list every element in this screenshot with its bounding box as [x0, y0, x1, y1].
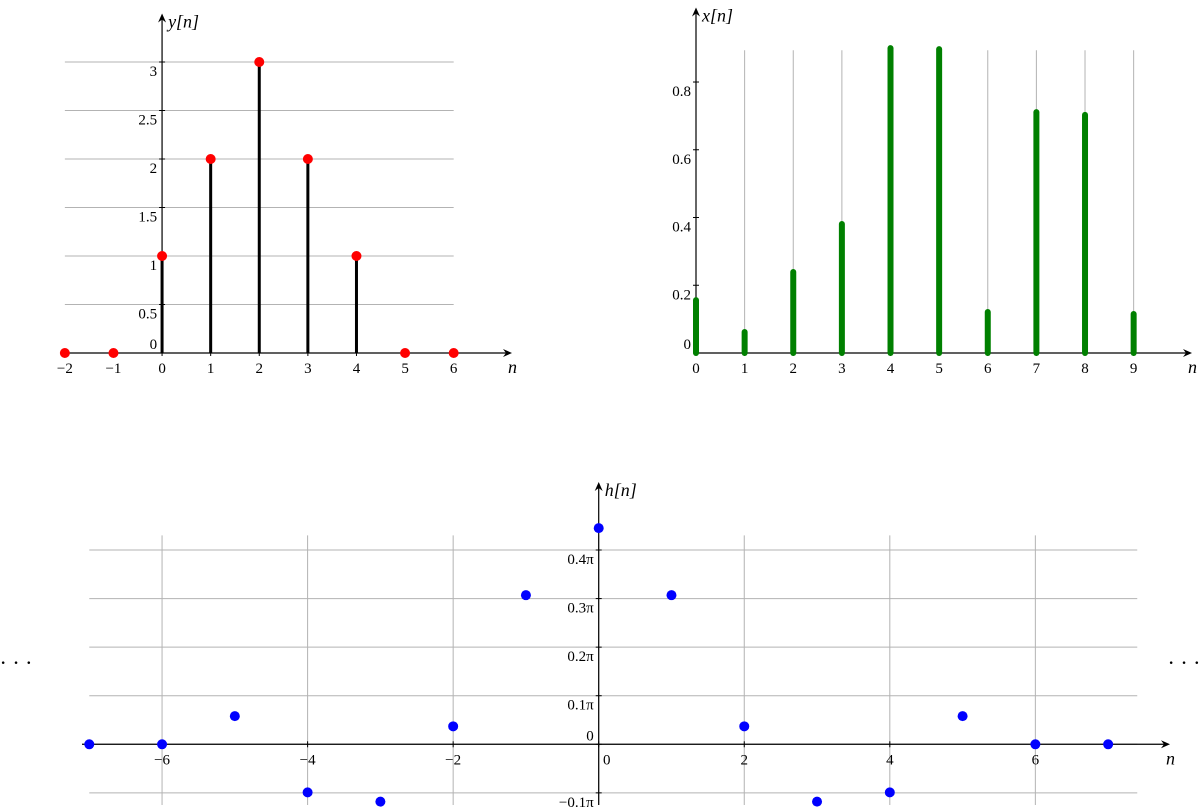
y-tick-label: 0.1π [567, 698, 594, 714]
x-tick-label: −1 [105, 361, 121, 377]
y-tick-label: 0.5 [138, 307, 157, 323]
point [1030, 739, 1041, 750]
y-tick-label: 0.3π [567, 601, 594, 617]
axis-arrow [594, 482, 603, 491]
x-tick-label: −2 [57, 361, 73, 377]
point [812, 796, 823, 807]
x-tick-label: 5 [401, 361, 409, 377]
y-tick-label: 0 [150, 337, 158, 353]
x-tick-label: 3 [838, 361, 846, 377]
axis-arrow [503, 349, 512, 357]
y-tick-label: 0.2 [672, 287, 691, 303]
x-tick-label: 4 [887, 361, 895, 377]
x-tick-label: 1 [207, 361, 215, 377]
y-axis-label: x[n] [701, 6, 733, 26]
x-axis-label: n [508, 357, 517, 377]
y-tick-label: 3 [150, 64, 158, 80]
y-tick-label: 0 [586, 728, 594, 744]
x-tick-label: 8 [1081, 361, 1089, 377]
x-tick-label: 9 [1130, 361, 1138, 377]
y-axis-label: y[n] [166, 12, 199, 32]
x-tick-label: 2 [256, 361, 264, 377]
stem-marker [59, 348, 70, 358]
stem-marker [205, 154, 216, 164]
point [520, 590, 531, 601]
y-tick-label: 0.4π [567, 552, 594, 568]
axis-arrow [1161, 740, 1170, 749]
x-tick-label: 0 [158, 361, 166, 377]
ellipsis: · · · [1168, 650, 1200, 675]
y-tick-label: 1.5 [138, 210, 157, 226]
stem-marker [400, 348, 411, 358]
x-tick-label: 2 [790, 361, 798, 377]
x-tick-label: 1 [741, 361, 749, 377]
point [157, 739, 168, 750]
axis-arrow [158, 13, 167, 23]
stem-marker [351, 251, 362, 261]
stem-marker [254, 57, 265, 67]
point [666, 590, 677, 601]
x-axis-label: n [1188, 357, 1197, 377]
y-tick-label: 0 [684, 337, 692, 353]
point [593, 523, 604, 534]
y-tick-label: 0.6 [672, 152, 691, 168]
x-tick-label: 4 [886, 752, 894, 768]
stem-marker [448, 348, 459, 358]
ellipsis: · · · [0, 650, 32, 675]
x-tick-label: 3 [304, 361, 312, 377]
x-tick-label: 0 [692, 361, 700, 377]
point [448, 721, 459, 732]
x-tick-label: 0 [603, 752, 611, 768]
point [1103, 739, 1114, 750]
point [884, 787, 895, 798]
point [229, 711, 240, 722]
y-tick-label: 0.4 [672, 220, 691, 236]
y-tick-label: −0.1π [559, 795, 594, 809]
x-tick-label: 7 [1033, 361, 1041, 377]
x-tick-label: 6 [984, 361, 992, 377]
y-tick-label: 2.5 [138, 113, 157, 129]
stem-marker [302, 154, 313, 164]
y-tick-label: 2 [150, 161, 158, 177]
x-tick-label: 5 [935, 361, 943, 377]
x-axis-label: n [1166, 748, 1175, 768]
stem-marker [157, 251, 168, 261]
point [957, 711, 968, 722]
point [739, 721, 750, 732]
point [375, 796, 386, 807]
axis-arrow [1183, 349, 1192, 357]
x-tick-label: 6 [450, 361, 458, 377]
y-tick-label: 1 [150, 258, 158, 274]
x-tick-label: −4 [300, 752, 316, 768]
x-tick-label: −6 [154, 752, 170, 768]
x-tick-label: −2 [445, 752, 461, 768]
x-tick-label: 6 [1032, 752, 1040, 768]
y-axis-label: h[n] [605, 480, 637, 500]
x-tick-label: 4 [353, 361, 361, 377]
y-tick-label: 0.8 [672, 84, 691, 100]
y-tick-label: 0.2π [567, 649, 594, 665]
stem-marker [108, 348, 119, 358]
x-tick-label: 2 [741, 752, 749, 768]
axis-arrow [692, 7, 700, 17]
point [84, 739, 95, 750]
point [302, 787, 313, 798]
